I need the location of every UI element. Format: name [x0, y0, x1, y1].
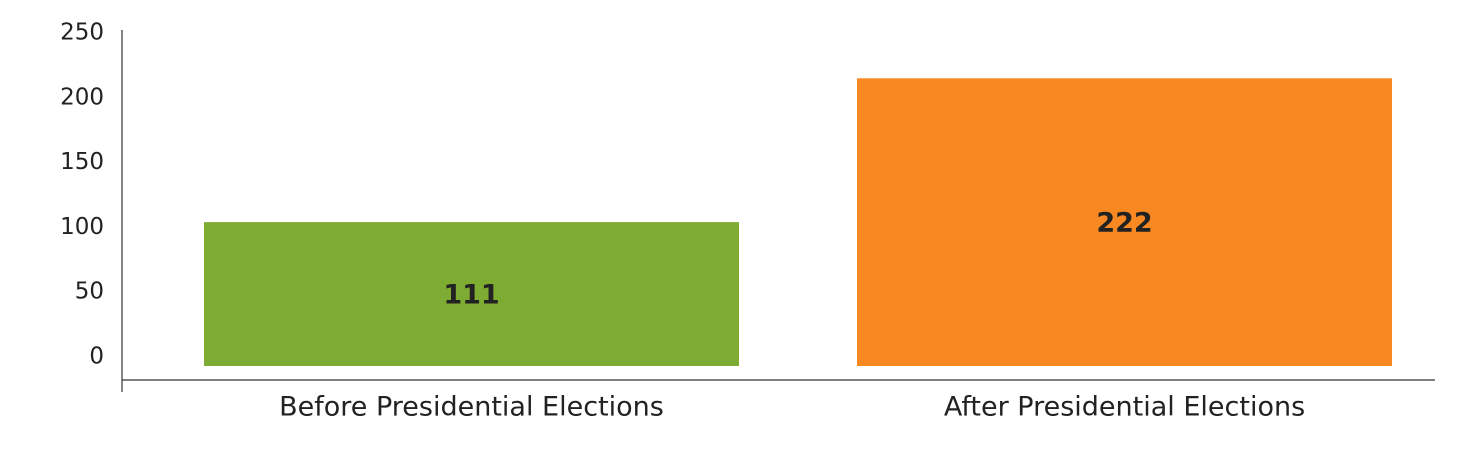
value-label: 222	[1096, 208, 1152, 239]
y-tick-label: 250	[60, 20, 104, 46]
y-tick-label: 200	[60, 84, 104, 110]
x-tick-label: After Presidential Elections	[944, 392, 1305, 423]
value-label: 111	[443, 280, 499, 311]
x-tick-label: Before Presidential Elections	[279, 392, 664, 423]
bar	[204, 222, 739, 366]
y-tick-label: 50	[75, 279, 104, 305]
y-tick-label: 100	[60, 214, 104, 240]
bar	[857, 78, 1392, 367]
y-tick-label: 0	[89, 344, 104, 370]
y-tick-label: 150	[60, 149, 104, 175]
